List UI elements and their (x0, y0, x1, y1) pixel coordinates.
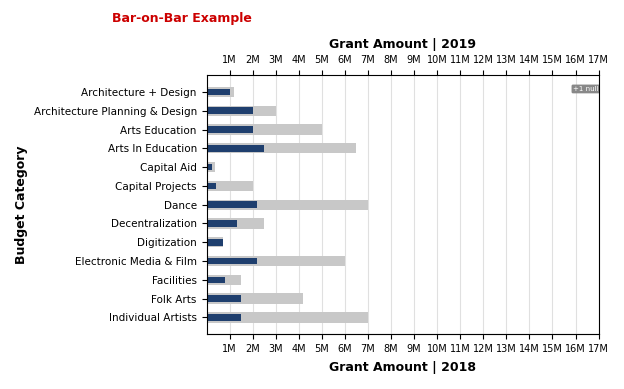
X-axis label: Grant Amount | 2019: Grant Amount | 2019 (329, 39, 476, 51)
Bar (207, 258, 257, 264)
Bar (207, 181, 253, 191)
Bar (207, 275, 241, 285)
Bar (207, 314, 241, 321)
Bar (207, 239, 223, 245)
Bar (207, 256, 345, 266)
Bar (207, 126, 253, 133)
Bar (207, 164, 212, 170)
Bar (207, 107, 253, 114)
Text: +1 null: +1 null (573, 86, 598, 92)
Bar (207, 237, 223, 247)
Bar (207, 200, 368, 210)
Bar (207, 220, 236, 227)
Bar (207, 162, 215, 172)
Bar (207, 182, 216, 189)
Bar (207, 143, 356, 154)
Bar (207, 202, 257, 208)
Bar (207, 145, 264, 152)
Bar (207, 105, 276, 116)
Bar (207, 124, 322, 135)
Bar (207, 277, 225, 283)
Bar (207, 312, 368, 322)
Y-axis label: Budget Category: Budget Category (15, 145, 28, 264)
Bar (207, 218, 264, 229)
Bar (207, 295, 241, 302)
Bar (207, 293, 303, 304)
Text: Bar-on-Bar Example: Bar-on-Bar Example (112, 12, 252, 25)
X-axis label: Grant Amount | 2018: Grant Amount | 2018 (329, 361, 476, 374)
Bar (207, 89, 230, 95)
Bar (207, 87, 234, 97)
